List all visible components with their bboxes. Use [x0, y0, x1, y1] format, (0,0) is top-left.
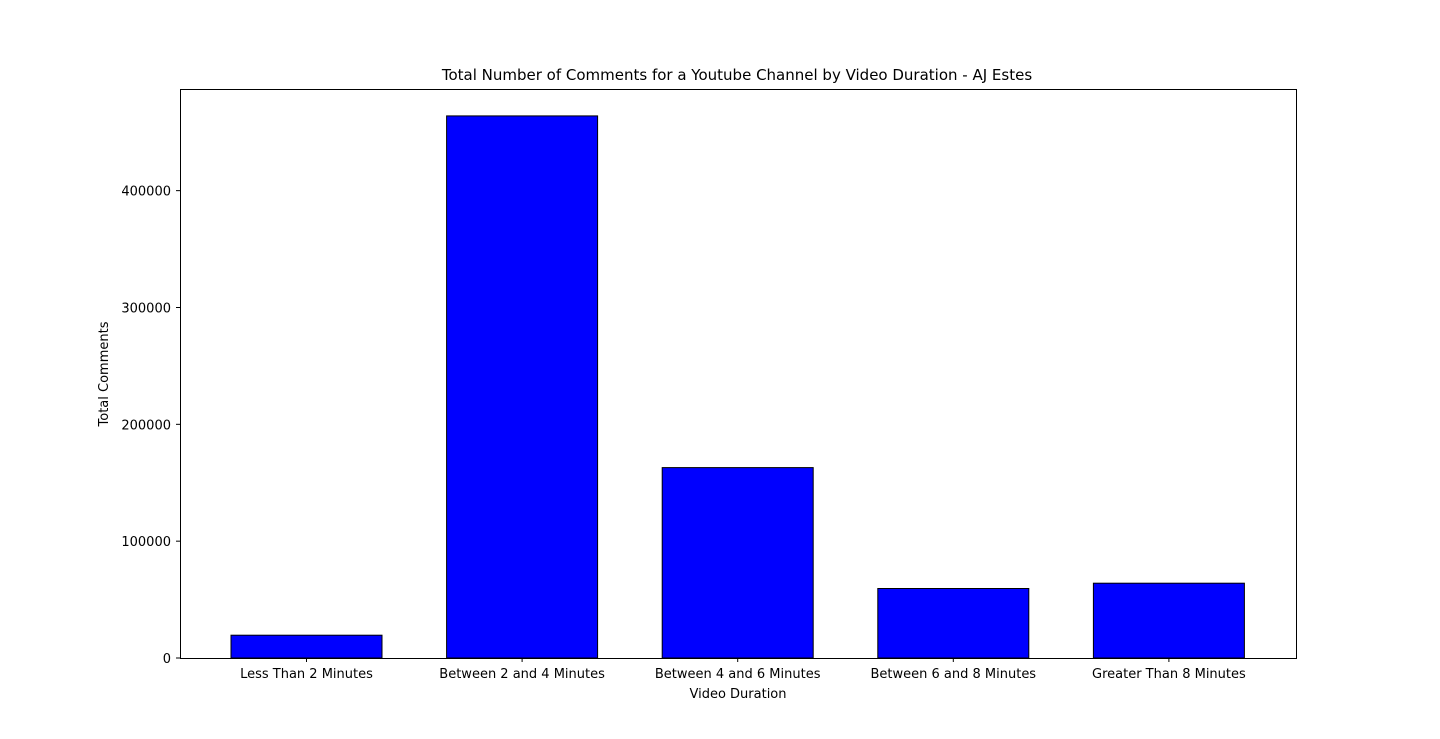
chart-title: Total Number of Comments for a Youtube C… [441, 66, 1033, 84]
bar-4 [877, 588, 1030, 659]
x-tick-label: Greater Than 8 Minutes [1092, 667, 1246, 682]
bar-1 [230, 634, 383, 659]
y-tick-label: 200000 [121, 418, 171, 433]
y-axis-ticks: 0 100000 200000 300000 400000 [121, 185, 180, 667]
bar-5 [1092, 582, 1245, 659]
y-tick-label: 400000 [121, 185, 171, 200]
x-tick-label: Between 6 and 8 Minutes [871, 667, 1037, 682]
bar-3 [661, 467, 814, 659]
y-tick-label: 300000 [121, 301, 171, 316]
bars-group [230, 115, 1245, 659]
plot-area-frame [180, 89, 1297, 659]
bar-2 [446, 115, 599, 659]
x-axis-ticks: Less Than 2 Minutes Between 2 and 4 Minut… [240, 658, 1246, 682]
y-tick-label: 0 [163, 652, 171, 667]
x-tick-label: Less Than 2 Minutes [240, 667, 373, 682]
x-tick-label: Between 4 and 6 Minutes [655, 667, 821, 682]
x-axis-label: Video Duration [689, 687, 786, 702]
y-tick-label: 100000 [121, 535, 171, 550]
y-axis-label: Total Comments [97, 321, 112, 427]
x-tick-label: Between 2 and 4 Minutes [439, 667, 605, 682]
